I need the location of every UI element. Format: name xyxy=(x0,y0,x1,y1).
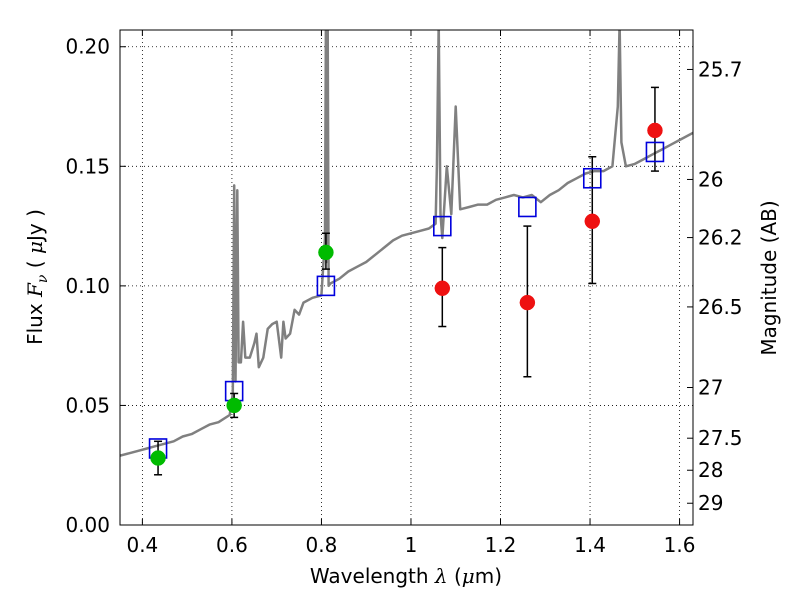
mag-tick-label: 28 xyxy=(698,458,723,482)
y-tick-label: 0.05 xyxy=(65,393,110,417)
x-tick-label: 0.6 xyxy=(216,533,248,557)
spectrum-layer xyxy=(120,30,693,457)
spectrum-line xyxy=(120,30,693,457)
green-point xyxy=(318,244,334,261)
model-point xyxy=(518,196,537,218)
observation-layer xyxy=(150,122,663,466)
y-axis-label: Flux Fν ( μJy ) xyxy=(23,209,51,345)
mag-tick-label: 26.2 xyxy=(698,226,743,250)
model-point xyxy=(645,141,665,163)
x-axis-label: Wavelength λ (μm) xyxy=(310,564,502,588)
x-tick-label: 1 xyxy=(405,533,418,557)
y-tick-label: 0.15 xyxy=(65,154,110,178)
mag-tick-label: 26.5 xyxy=(698,295,743,319)
mag-tick-label: 27 xyxy=(698,376,723,400)
red-point xyxy=(434,280,451,297)
x-tick-label: 0.8 xyxy=(306,533,338,557)
x-tick-label: 0.4 xyxy=(126,533,158,557)
green-point xyxy=(150,450,166,466)
y-tick-label: 0.20 xyxy=(65,35,110,59)
x-tick-label: 1.2 xyxy=(485,533,517,557)
green-point xyxy=(226,397,242,414)
model-point xyxy=(582,167,602,189)
model-point xyxy=(433,215,452,237)
red-point xyxy=(584,213,601,230)
model-layer xyxy=(148,141,665,459)
red-point xyxy=(647,122,663,139)
mag-tick-label: 29 xyxy=(698,491,723,515)
mag-tick-label: 27.5 xyxy=(698,426,743,450)
x-tick-label: 1.4 xyxy=(574,533,606,557)
red-point xyxy=(519,294,536,311)
y-tick-label: 0.10 xyxy=(65,274,110,298)
y2-axis-label: Magnitude (AB) xyxy=(757,200,781,355)
x-tick-label: 1.6 xyxy=(664,533,696,557)
plot-background xyxy=(120,30,693,525)
mag-tick-label: 25.7 xyxy=(698,57,743,81)
mag-tick-label: 26 xyxy=(698,167,723,191)
axis-ticks: 0.4 0.6 0.8 1 1.2 1.4 1.6 0.00 0.05 0.10 0.15 0.20 2… xyxy=(65,30,743,557)
model-point xyxy=(316,275,336,297)
grid-lines xyxy=(120,30,693,526)
plot-frame xyxy=(119,29,694,526)
y-tick-label: 0.00 xyxy=(65,513,110,537)
